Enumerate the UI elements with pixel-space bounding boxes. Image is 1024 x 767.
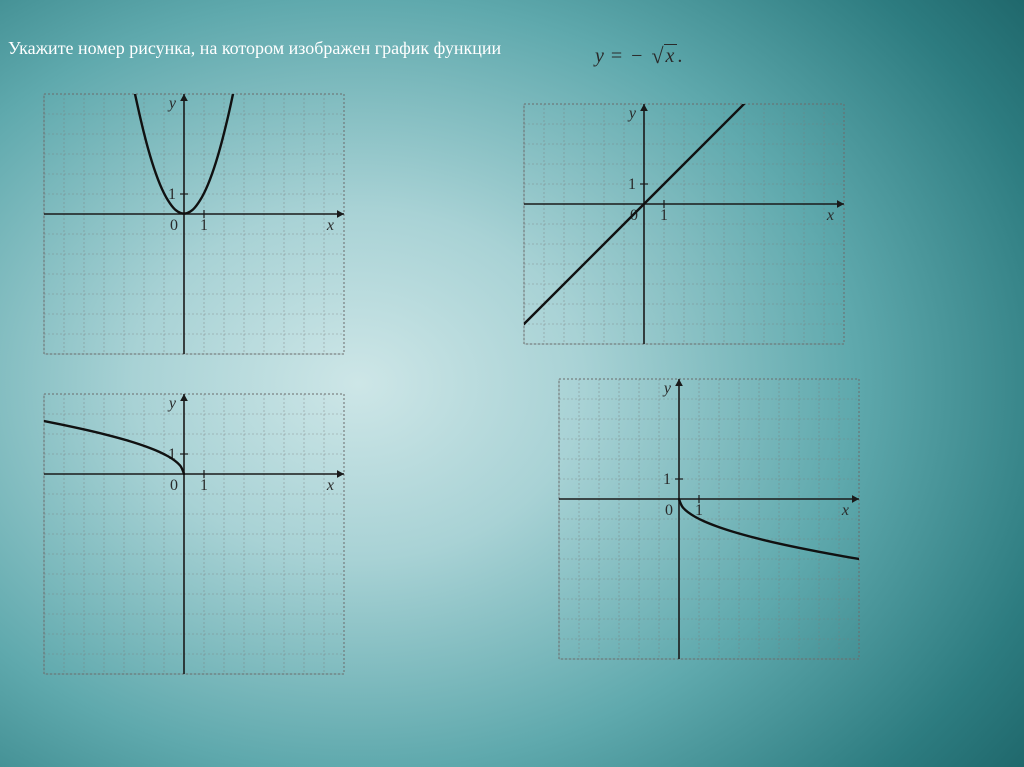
x-axis-label: x: [326, 217, 334, 234]
formula-suffix: .: [677, 45, 682, 67]
curve-sqrt_neg_x: [44, 421, 184, 474]
x-axis-label: x: [841, 502, 849, 519]
y-unit-label: 1: [628, 176, 636, 193]
y-axis-label: y: [167, 95, 177, 112]
y-axis-label: y: [662, 380, 672, 397]
curve-neg_sqrt: [679, 499, 859, 559]
formula-lhs: y: [595, 45, 604, 67]
question-text: Укажите номер рисунка, на котором изобра…: [8, 38, 501, 59]
formula-root: √x: [649, 42, 677, 68]
x-unit-label: 1: [660, 207, 668, 224]
chart-neg-sqrt: xy011: [555, 375, 863, 663]
formula-radicand: x: [664, 44, 678, 67]
formula-eq: =: [609, 45, 624, 67]
chart-parabola: xy011: [40, 90, 348, 358]
formula-minus: −: [629, 45, 644, 67]
origin-label: 0: [170, 477, 178, 494]
x-axis-label: x: [326, 477, 334, 494]
y-unit-label: 1: [663, 471, 671, 488]
origin-label: 0: [170, 217, 178, 234]
chart-line: xy011: [520, 100, 848, 348]
x-unit-label: 1: [200, 217, 208, 234]
y-axis-label: y: [627, 105, 637, 122]
x-axis-label: x: [826, 207, 834, 224]
y-axis-label: y: [167, 395, 177, 412]
x-unit-label: 1: [200, 477, 208, 494]
origin-label: 0: [665, 502, 673, 519]
chart-sqrt-neg-x: xy011: [40, 390, 348, 678]
curve-line: [524, 100, 824, 324]
formula: y = − √x.: [595, 42, 682, 68]
